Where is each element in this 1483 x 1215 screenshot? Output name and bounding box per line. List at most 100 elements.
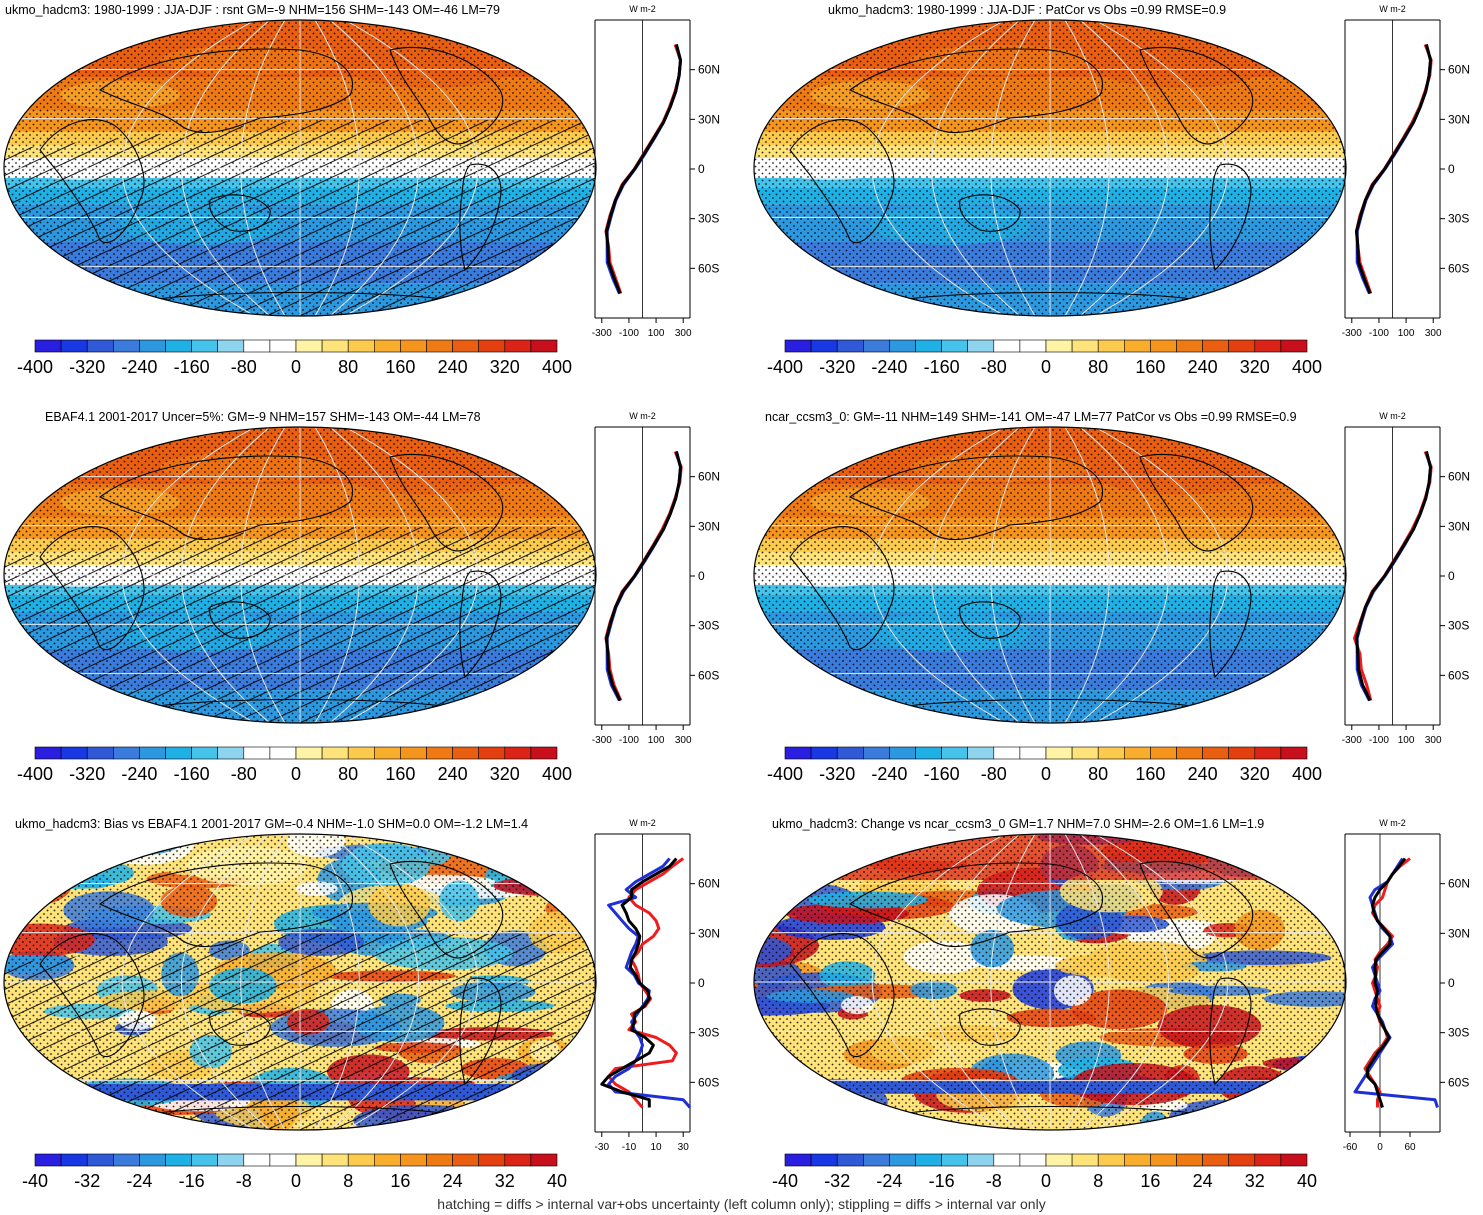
- profile-ytick-label: 30N: [698, 519, 720, 533]
- colorbar-swatch: [889, 339, 916, 353]
- profile-ytick-label: 60N: [698, 470, 720, 484]
- colorbar-swatch: [60, 746, 88, 760]
- map-plot: [3, 19, 597, 317]
- footer-note: hatching = diffs > internal var+obs unce…: [437, 1196, 1046, 1212]
- map-field: [4, 427, 596, 723]
- colorbar-tick-label: -400: [17, 357, 53, 377]
- colorbar-swatch: [915, 746, 942, 760]
- profile-line-black: [1355, 44, 1432, 295]
- colorbar-swatch: [295, 746, 323, 760]
- profile-xtick-label: -10: [622, 1142, 637, 1153]
- colorbar-tick-label: -160: [174, 764, 210, 784]
- colorbar-swatch: [1202, 339, 1230, 353]
- profile-ytick-label: 30N: [1448, 926, 1470, 940]
- panel-title: ukmo_hadcm3: Bias vs EBAF4.1 2001-2017 G…: [15, 817, 529, 831]
- colorbar-tick-label: -160: [924, 357, 960, 377]
- colorbar-tick-label: 160: [385, 357, 415, 377]
- colorbar-swatch: [269, 339, 297, 353]
- colorbar-swatch: [295, 1153, 323, 1167]
- profile-ytick-label: 60S: [698, 668, 719, 682]
- colorbar-swatch: [1045, 339, 1073, 353]
- map-field: [754, 427, 1346, 723]
- colorbar-swatch: [217, 1153, 245, 1167]
- colorbar-swatch: [295, 339, 323, 353]
- colorbar-swatch: [113, 339, 140, 353]
- colorbar-tick-label: 16: [1140, 1171, 1160, 1191]
- profile-ytick-label: 0: [1448, 976, 1455, 990]
- colorbar-swatch: [1254, 746, 1282, 760]
- colorbar-swatch: [1202, 746, 1230, 760]
- colorbar-swatch: [1280, 339, 1308, 353]
- map-plot: [753, 426, 1347, 724]
- map-plot: [3, 426, 597, 724]
- colorbar-swatch: [836, 746, 864, 760]
- colorbar-swatch: [165, 746, 192, 760]
- colorbar-swatch: [1071, 746, 1099, 760]
- colorbar: -40 -32 -24 -16 -8 0 8 16 24 32 40: [772, 1153, 1317, 1191]
- profile-unit-label: W m-2: [629, 818, 656, 828]
- profile-ytick-label: 60N: [1448, 877, 1470, 891]
- coastlines: [39, 860, 504, 1115]
- colorbar-tick-label: 24: [443, 1171, 463, 1191]
- map-field: [754, 834, 1346, 1130]
- colorbar-tick-label: 400: [542, 357, 572, 377]
- colorbar-swatch: [478, 339, 506, 353]
- colorbar-swatch: [863, 1153, 890, 1167]
- colorbar-swatch: [1097, 1153, 1125, 1167]
- profile-ytick-label: 60S: [1448, 668, 1469, 682]
- profile-ytick-label: 30S: [698, 1026, 719, 1040]
- colorbar-swatch: [243, 746, 271, 760]
- colorbar-swatch: [139, 746, 166, 760]
- colorbar-tick-label: 320: [1240, 357, 1270, 377]
- colorbar-swatch: [191, 746, 219, 760]
- profile-line-blue: [1355, 44, 1432, 295]
- profile-ytick-label: 30S: [1448, 619, 1469, 633]
- colorbar-tick-label: -40: [772, 1171, 798, 1191]
- map-plot: [753, 833, 1347, 1131]
- colorbar-swatch: [784, 746, 812, 760]
- colorbar-tick-label: 80: [338, 357, 358, 377]
- colorbar-tick-label: 40: [1297, 1171, 1317, 1191]
- profile-unit-label: W m-2: [1379, 411, 1406, 421]
- colorbar-swatch: [217, 746, 245, 760]
- map-plot: [753, 19, 1347, 317]
- profile-line-red: [604, 450, 683, 702]
- colorbar-swatch: [113, 746, 140, 760]
- coastlines: [789, 453, 1254, 708]
- colorbar-tick-label: 400: [1292, 764, 1322, 784]
- colorbar-tick-label: 80: [1088, 357, 1108, 377]
- colorbar-swatch: [915, 339, 942, 353]
- profile-xtick-label: -30: [595, 1142, 610, 1153]
- map-plot: [3, 833, 597, 1131]
- profile-ytick-label: 0: [698, 976, 705, 990]
- profile-xtick-label: 60: [1404, 1142, 1416, 1153]
- profile-xtick-label: 30: [678, 1142, 690, 1153]
- colorbar-swatch: [321, 746, 349, 760]
- colorbar-swatch: [1123, 339, 1151, 353]
- colorbar-swatch: [941, 746, 969, 760]
- profile-xtick-label: -300: [1342, 328, 1362, 339]
- colorbar-swatch: [967, 746, 995, 760]
- colorbar-swatch: [1280, 746, 1308, 760]
- profile-unit-label: W m-2: [629, 4, 656, 14]
- profile-xtick-label: 100: [1398, 735, 1415, 746]
- profile-xtick-label: 100: [648, 735, 665, 746]
- colorbar-tick-label: -40: [22, 1171, 48, 1191]
- colorbar-swatch: [889, 1153, 916, 1167]
- colorbar-tick-label: -400: [767, 764, 803, 784]
- colorbar-swatch: [269, 1153, 297, 1167]
- profile-unit-label: W m-2: [629, 411, 656, 421]
- colorbar-tick-label: -80: [231, 357, 257, 377]
- coastlines: [789, 860, 1254, 1115]
- zonal-profile: W m-2 60N 30N 0 30S 60S -30 -10 10 30: [594, 818, 720, 1153]
- panel-middle-left: EBAF4.1 2001-2017 Uncer=5%: GM=-9 NHM=15…: [0, 407, 733, 807]
- colorbar-swatch: [1176, 339, 1203, 353]
- profile-xtick-label: 100: [648, 328, 665, 339]
- colorbar-swatch: [1228, 1153, 1256, 1167]
- profile-line-blue: [605, 451, 682, 702]
- colorbar-tick-label: -320: [819, 357, 855, 377]
- colorbar-swatch: [810, 1153, 838, 1167]
- profile-ytick-label: 0: [1448, 162, 1455, 176]
- colorbar-tick-label: 16: [390, 1171, 410, 1191]
- profile-ytick-label: 30S: [1448, 1026, 1469, 1040]
